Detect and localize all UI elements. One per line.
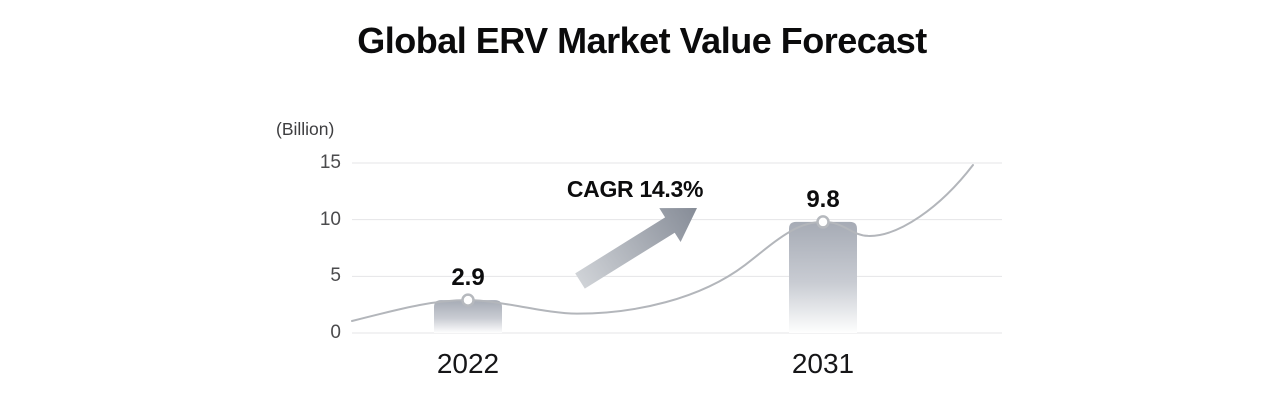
growth-arrow-icon xyxy=(575,208,697,289)
x-axis-label-2031: 2031 xyxy=(791,348,855,379)
x-axis-label-2022: 2022 xyxy=(436,348,500,379)
bar-2022 xyxy=(434,300,502,333)
bar-2031 xyxy=(789,221,857,333)
data-point-dots xyxy=(461,215,830,307)
y-tick-label: 15 xyxy=(319,152,341,173)
bars xyxy=(434,221,857,333)
y-tick-label: 0 xyxy=(330,322,341,343)
y-tick-label: 5 xyxy=(330,265,341,287)
value-label-2022: 2.9 xyxy=(451,264,485,292)
cagr-annotation: CAGR 14.3% xyxy=(566,176,704,202)
data-point-2022 xyxy=(461,293,475,307)
y-tick-label: 10 xyxy=(319,208,341,230)
value-label-2031: 9.8 xyxy=(806,185,840,213)
chart-title: Global ERV Market Value Forecast xyxy=(357,20,927,61)
data-point-2031 xyxy=(816,215,830,229)
y-axis-unit-label: (Billion) xyxy=(276,119,335,139)
